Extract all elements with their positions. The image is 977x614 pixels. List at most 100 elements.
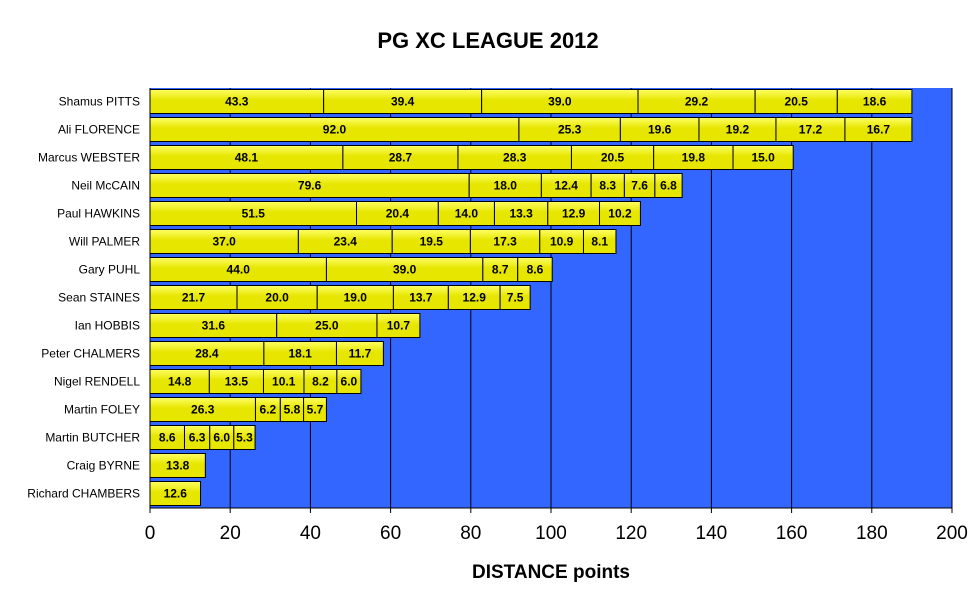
bar-segment bbox=[540, 173, 592, 198]
category-label: Ali FLORENCE bbox=[58, 123, 140, 137]
category-label: Neil McCAIN bbox=[71, 179, 140, 193]
x-axis-label: DISTANCE points bbox=[472, 562, 630, 583]
x-tick-label: 60 bbox=[380, 523, 401, 544]
bar-segment bbox=[482, 257, 519, 282]
bar-segment bbox=[325, 257, 484, 282]
segment-value-label: 39.4 bbox=[391, 95, 415, 109]
bar-row: 37.0 23.4 19.5 17.3 10.9 8.1 bbox=[149, 229, 617, 254]
bar-row: 14.8 13.5 10.1 8.2 6.0 bbox=[149, 369, 362, 394]
bar-segment bbox=[262, 369, 305, 394]
bar-segment bbox=[149, 145, 344, 170]
segment-value-label: 5.8 bbox=[284, 403, 301, 417]
bar-segment bbox=[437, 201, 495, 226]
segment-value-label: 25.3 bbox=[558, 123, 582, 137]
segment-value-label: 13.7 bbox=[409, 291, 433, 305]
category-label: Martin BUTCHER bbox=[45, 431, 140, 445]
bar-segment bbox=[149, 481, 202, 506]
segment-value-label: 48.1 bbox=[235, 151, 259, 165]
bar-segment bbox=[518, 117, 621, 142]
segment-value-label: 20.4 bbox=[386, 207, 410, 221]
bar-segment bbox=[323, 89, 483, 114]
segment-value-label: 21.7 bbox=[182, 291, 206, 305]
segment-value-label: 23.4 bbox=[334, 235, 358, 249]
segment-value-label: 5.7 bbox=[307, 403, 324, 417]
bar-segment bbox=[582, 229, 617, 254]
segment-value-label: 6.3 bbox=[189, 431, 206, 445]
bar-segment bbox=[149, 173, 470, 198]
bar-segment bbox=[619, 117, 700, 142]
bar-segment bbox=[183, 425, 211, 450]
bar-segment bbox=[732, 145, 794, 170]
segment-value-label: 18.6 bbox=[863, 95, 887, 109]
bar-row: 43.3 39.4 39.0 29.2 20.5 18.6 bbox=[149, 89, 913, 114]
x-tick-label: 160 bbox=[776, 523, 808, 544]
bar-segment bbox=[356, 201, 439, 226]
bar-segment bbox=[517, 257, 553, 282]
segment-value-label: 44.0 bbox=[227, 263, 251, 277]
x-tick-label: 120 bbox=[615, 523, 647, 544]
category-labels: Shamus PITTS Ali FLORENCE Marcus WEBSTER Ne… bbox=[27, 95, 140, 501]
bar-segment bbox=[392, 285, 449, 310]
bar-row: 51.5 20.4 14.0 13.3 12.9 10.2 bbox=[149, 201, 641, 226]
category-label: Gary PUHL bbox=[79, 263, 141, 277]
bar-row: 26.3 6.2 5.8 5.7 bbox=[149, 397, 327, 422]
category-label: Martin FOLEY bbox=[64, 403, 140, 417]
bar-segment bbox=[335, 341, 384, 366]
x-tick-label: 200 bbox=[936, 523, 968, 544]
segment-value-label: 15.0 bbox=[751, 151, 775, 165]
x-tick-label: 140 bbox=[696, 523, 728, 544]
segment-value-label: 31.6 bbox=[202, 319, 226, 333]
bar-segment bbox=[208, 369, 264, 394]
segment-value-label: 10.7 bbox=[387, 319, 411, 333]
segment-value-label: 39.0 bbox=[393, 263, 417, 277]
segment-value-label: 20.0 bbox=[265, 291, 289, 305]
segment-value-label: 5.3 bbox=[236, 431, 253, 445]
segment-value-label: 17.2 bbox=[799, 123, 823, 137]
bar-segment bbox=[775, 117, 846, 142]
x-tick-label: 80 bbox=[460, 523, 481, 544]
bar-row: 12.6 bbox=[149, 481, 202, 506]
segment-value-label: 29.2 bbox=[685, 95, 709, 109]
bar-segment bbox=[391, 229, 471, 254]
segment-value-label: 8.2 bbox=[312, 375, 329, 389]
segment-value-label: 10.2 bbox=[608, 207, 632, 221]
segment-value-label: 26.3 bbox=[191, 403, 215, 417]
segment-value-label: 12.9 bbox=[562, 207, 586, 221]
segment-value-label: 16.7 bbox=[867, 123, 891, 137]
bar-segment bbox=[468, 173, 542, 198]
bar-segment bbox=[254, 397, 281, 422]
x-tick-label: 180 bbox=[856, 523, 888, 544]
category-label: Sean STAINES bbox=[58, 291, 140, 305]
category-label: Will PALMER bbox=[69, 235, 140, 249]
segment-value-label: 6.0 bbox=[213, 431, 230, 445]
bar-segment bbox=[336, 369, 362, 394]
segment-value-label: 12.6 bbox=[164, 487, 188, 501]
bar-segment bbox=[836, 89, 913, 114]
bar-segment bbox=[149, 453, 206, 478]
segment-value-label: 8.7 bbox=[492, 263, 509, 277]
bar-segment bbox=[599, 201, 641, 226]
segment-value-label: 11.7 bbox=[349, 347, 372, 361]
segment-value-label: 8.3 bbox=[599, 179, 616, 193]
bar-segment bbox=[499, 285, 531, 310]
segment-value-label: 20.5 bbox=[785, 95, 809, 109]
segment-value-label: 13.3 bbox=[509, 207, 533, 221]
bar-row: 79.6 18.0 12.4 8.3 7.6 6.8 bbox=[149, 173, 683, 198]
segment-value-label: 6.2 bbox=[260, 403, 277, 417]
bar-segment bbox=[653, 145, 734, 170]
category-label: Shamus PITTS bbox=[59, 95, 140, 109]
segment-value-label: 13.5 bbox=[225, 375, 249, 389]
segment-value-label: 6.8 bbox=[660, 179, 677, 193]
segment-value-label: 6.0 bbox=[341, 375, 358, 389]
bar-row: 92.0 25.3 19.6 19.2 17.2 16.7 bbox=[149, 117, 913, 142]
segment-value-label: 19.0 bbox=[344, 291, 368, 305]
bar-row: 31.6 25.0 10.7 bbox=[149, 313, 421, 338]
bar-segment bbox=[493, 201, 549, 226]
segment-value-label: 18.0 bbox=[494, 179, 518, 193]
bar-row: 13.8 bbox=[149, 453, 206, 478]
segment-value-label: 8.1 bbox=[591, 235, 608, 249]
segment-value-label: 39.0 bbox=[548, 95, 572, 109]
x-tick-label: 100 bbox=[535, 523, 567, 544]
x-tick-label: 40 bbox=[300, 523, 321, 544]
